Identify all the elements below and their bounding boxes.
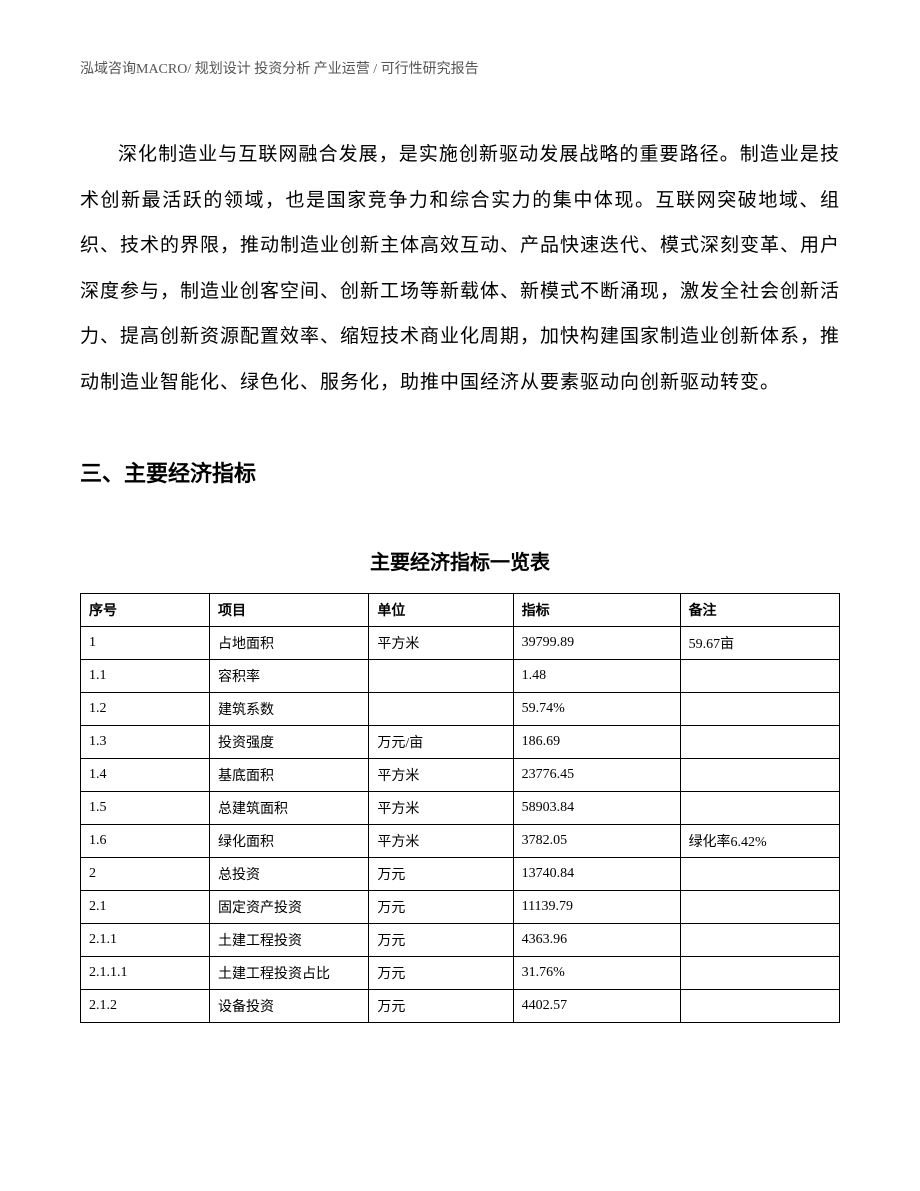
table-cell: 2.1.1.1	[81, 956, 210, 989]
table-cell: 万元	[369, 956, 513, 989]
table-header-cell: 序号	[81, 593, 210, 626]
table-cell: 平方米	[369, 758, 513, 791]
page-container: 泓域咨询MACRO/ 规划设计 投资分析 产业运营 / 可行性研究报告 深化制造…	[0, 0, 920, 1023]
table-cell: 总建筑面积	[210, 791, 369, 824]
table-cell	[680, 692, 839, 725]
page-header: 泓域咨询MACRO/ 规划设计 投资分析 产业运营 / 可行性研究报告	[80, 58, 840, 78]
table-cell: 万元	[369, 857, 513, 890]
table-header-cell: 备注	[680, 593, 839, 626]
table-cell: 1.4	[81, 758, 210, 791]
table-header-cell: 项目	[210, 593, 369, 626]
table-cell: 土建工程投资	[210, 923, 369, 956]
table-cell	[680, 791, 839, 824]
table-cell: 1.48	[513, 659, 680, 692]
table-cell: 万元/亩	[369, 725, 513, 758]
table-cell: 投资强度	[210, 725, 369, 758]
section-heading: 三、主要经济指标	[80, 456, 840, 488]
table-cell: 3782.05	[513, 824, 680, 857]
table-cell: 2.1.1	[81, 923, 210, 956]
table-row: 1.6 绿化面积 平方米 3782.05 绿化率6.42%	[81, 824, 840, 857]
table-row: 2.1.1.1 土建工程投资占比 万元 31.76%	[81, 956, 840, 989]
table-cell	[680, 890, 839, 923]
body-paragraph: 深化制造业与互联网融合发展，是实施创新驱动发展战略的重要路径。制造业是技术创新最…	[80, 132, 840, 406]
table-cell	[369, 692, 513, 725]
table-row: 1.2 建筑系数 59.74%	[81, 692, 840, 725]
table-cell: 59.74%	[513, 692, 680, 725]
table-cell	[680, 989, 839, 1022]
table-cell: 万元	[369, 989, 513, 1022]
table-row: 1.5 总建筑面积 平方米 58903.84	[81, 791, 840, 824]
table-cell: 绿化面积	[210, 824, 369, 857]
table-cell: 13740.84	[513, 857, 680, 890]
table-cell: 23776.45	[513, 758, 680, 791]
table-cell: 39799.89	[513, 626, 680, 659]
table-row: 2 总投资 万元 13740.84	[81, 857, 840, 890]
table-cell: 1.2	[81, 692, 210, 725]
table-cell	[369, 659, 513, 692]
table-cell: 1.5	[81, 791, 210, 824]
table-header-cell: 单位	[369, 593, 513, 626]
table-cell: 平方米	[369, 824, 513, 857]
table-cell	[680, 857, 839, 890]
table-cell	[680, 923, 839, 956]
table-cell: 11139.79	[513, 890, 680, 923]
table-body: 1 占地面积 平方米 39799.89 59.67亩 1.1 容积率 1.48 …	[81, 626, 840, 1022]
table-cell: 1	[81, 626, 210, 659]
table-row: 2.1 固定资产投资 万元 11139.79	[81, 890, 840, 923]
table-cell: 1.6	[81, 824, 210, 857]
table-cell: 平方米	[369, 791, 513, 824]
table-cell: 186.69	[513, 725, 680, 758]
table-cell: 基底面积	[210, 758, 369, 791]
table-cell: 万元	[369, 890, 513, 923]
table-header-cell: 指标	[513, 593, 680, 626]
table-row: 1.3 投资强度 万元/亩 186.69	[81, 725, 840, 758]
table-cell: 绿化率6.42%	[680, 824, 839, 857]
table-row: 2.1.2 设备投资 万元 4402.57	[81, 989, 840, 1022]
table-cell: 万元	[369, 923, 513, 956]
table-cell: 占地面积	[210, 626, 369, 659]
table-cell	[680, 725, 839, 758]
table-cell: 建筑系数	[210, 692, 369, 725]
table-row: 1.4 基底面积 平方米 23776.45	[81, 758, 840, 791]
table-cell: 平方米	[369, 626, 513, 659]
table-cell: 59.67亩	[680, 626, 839, 659]
table-title: 主要经济指标一览表	[80, 546, 840, 575]
table-cell: 土建工程投资占比	[210, 956, 369, 989]
table-header-row: 序号 项目 单位 指标 备注	[81, 593, 840, 626]
table-cell: 总投资	[210, 857, 369, 890]
table-row: 1.1 容积率 1.48	[81, 659, 840, 692]
economic-indicators-table: 序号 项目 单位 指标 备注 1 占地面积 平方米 39799.89 59.67…	[80, 593, 840, 1023]
table-cell: 容积率	[210, 659, 369, 692]
table-cell: 2	[81, 857, 210, 890]
table-cell: 设备投资	[210, 989, 369, 1022]
table-cell: 2.1	[81, 890, 210, 923]
table-cell: 58903.84	[513, 791, 680, 824]
table-cell	[680, 956, 839, 989]
table-cell: 固定资产投资	[210, 890, 369, 923]
table-cell	[680, 659, 839, 692]
table-row: 1 占地面积 平方米 39799.89 59.67亩	[81, 626, 840, 659]
table-cell: 1.1	[81, 659, 210, 692]
table-cell: 4363.96	[513, 923, 680, 956]
table-cell: 2.1.2	[81, 989, 210, 1022]
table-cell: 31.76%	[513, 956, 680, 989]
table-cell: 4402.57	[513, 989, 680, 1022]
table-cell	[680, 758, 839, 791]
table-cell: 1.3	[81, 725, 210, 758]
table-row: 2.1.1 土建工程投资 万元 4363.96	[81, 923, 840, 956]
